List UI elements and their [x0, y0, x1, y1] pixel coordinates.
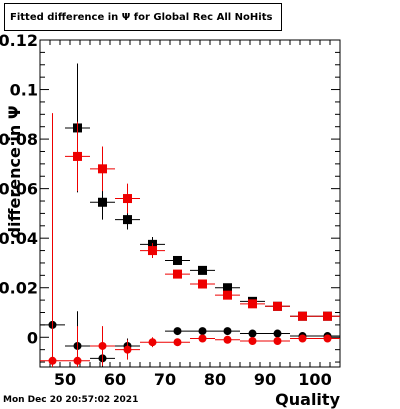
- data-point-square: [223, 290, 232, 300]
- data-point-square: [98, 164, 107, 174]
- data-point-circle: [273, 329, 282, 338]
- data-point-circle: [48, 356, 57, 365]
- x-tick-label: 100: [298, 370, 331, 389]
- data-point-circle: [248, 329, 257, 338]
- y-tick-label: 0.12: [0, 31, 38, 50]
- data-point-square: [248, 299, 257, 309]
- data-point-circle: [173, 338, 182, 347]
- data-point-square: [173, 269, 182, 279]
- y-tick-label: 0.02: [0, 279, 38, 298]
- x-tick-label: 90: [254, 370, 276, 389]
- x-tick-label: 80: [204, 370, 226, 389]
- y-tick-label: 0.06: [0, 180, 38, 199]
- data-point-square: [298, 311, 307, 321]
- data-point-square: [173, 255, 182, 265]
- data-point-circle: [323, 334, 332, 343]
- x-tick-label: 60: [104, 370, 126, 389]
- plot-frame: [39, 39, 341, 368]
- data-point-circle: [223, 327, 232, 336]
- data-point-square: [123, 194, 132, 204]
- data-point-square: [148, 246, 157, 256]
- data-point-square: [198, 279, 207, 289]
- data-point-square: [73, 151, 82, 161]
- y-tick-label: 0: [27, 328, 38, 347]
- data-point-circle: [73, 356, 82, 365]
- data-point-circle: [98, 341, 107, 350]
- data-point-circle: [173, 327, 182, 336]
- y-tick-label: 0.1: [10, 81, 38, 100]
- data-point-circle: [148, 338, 157, 347]
- y-axis-title: difference in Ψ: [5, 106, 24, 239]
- series-3: [40, 290, 340, 367]
- data-point-square: [123, 215, 132, 225]
- data-point-square: [323, 311, 332, 321]
- data-point-circle: [223, 335, 232, 344]
- data-point-circle: [198, 334, 207, 343]
- chart-title: Fitted difference in Ψ for Global Rec Al…: [10, 11, 273, 23]
- y-tick-label: 0.08: [0, 130, 38, 149]
- y-tick-label: 0.04: [0, 229, 38, 248]
- data-point-circle: [248, 336, 257, 345]
- data-point-square: [198, 265, 207, 275]
- data-point-circle: [198, 327, 207, 336]
- timestamp: Mon Dec 20 20:57:02 2021: [3, 395, 139, 405]
- data-point-circle: [298, 334, 307, 343]
- chart-title-box: Fitted difference in Ψ for Global Rec Al…: [4, 3, 282, 31]
- series-4: [40, 113, 340, 367]
- data-point-circle: [123, 345, 132, 354]
- data-point-circle: [273, 336, 282, 345]
- series-2: [65, 121, 340, 321]
- data-point-square: [273, 301, 282, 311]
- data-point-square: [223, 283, 232, 293]
- x-tick-label: 50: [54, 370, 76, 389]
- x-tick-label: 70: [154, 370, 176, 389]
- data-point-square: [98, 197, 107, 207]
- x-axis-title: Quality: [275, 390, 340, 409]
